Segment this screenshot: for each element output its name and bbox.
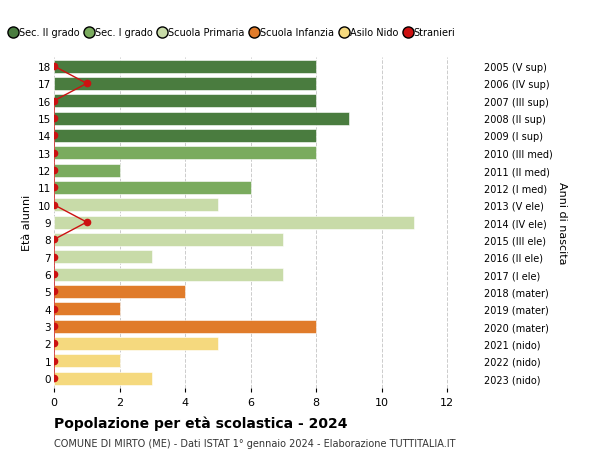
Bar xyxy=(54,302,119,316)
Bar xyxy=(54,181,251,195)
Bar xyxy=(54,354,119,368)
Y-axis label: Età alunni: Età alunni xyxy=(22,195,32,251)
Bar xyxy=(54,320,316,333)
Bar xyxy=(54,337,218,350)
Bar xyxy=(54,285,185,298)
Bar xyxy=(54,147,316,160)
Bar xyxy=(54,61,316,73)
Legend: Sec. II grado, Sec. I grado, Scuola Primaria, Scuola Infanzia, Asilo Nido, Stran: Sec. II grado, Sec. I grado, Scuola Prim… xyxy=(7,24,460,42)
Bar xyxy=(54,112,349,125)
Bar xyxy=(54,216,415,229)
Text: Popolazione per età scolastica - 2024: Popolazione per età scolastica - 2024 xyxy=(54,415,347,430)
Bar xyxy=(54,95,316,108)
Bar xyxy=(54,372,152,385)
Bar xyxy=(54,234,283,246)
Bar xyxy=(54,199,218,212)
Bar xyxy=(54,251,152,264)
Bar xyxy=(54,164,119,177)
Text: COMUNE DI MIRTO (ME) - Dati ISTAT 1° gennaio 2024 - Elaborazione TUTTITALIA.IT: COMUNE DI MIRTO (ME) - Dati ISTAT 1° gen… xyxy=(54,438,455,448)
Y-axis label: Anni di nascita: Anni di nascita xyxy=(557,181,567,264)
Bar xyxy=(54,78,316,91)
Bar xyxy=(54,268,283,281)
Bar xyxy=(54,129,316,143)
